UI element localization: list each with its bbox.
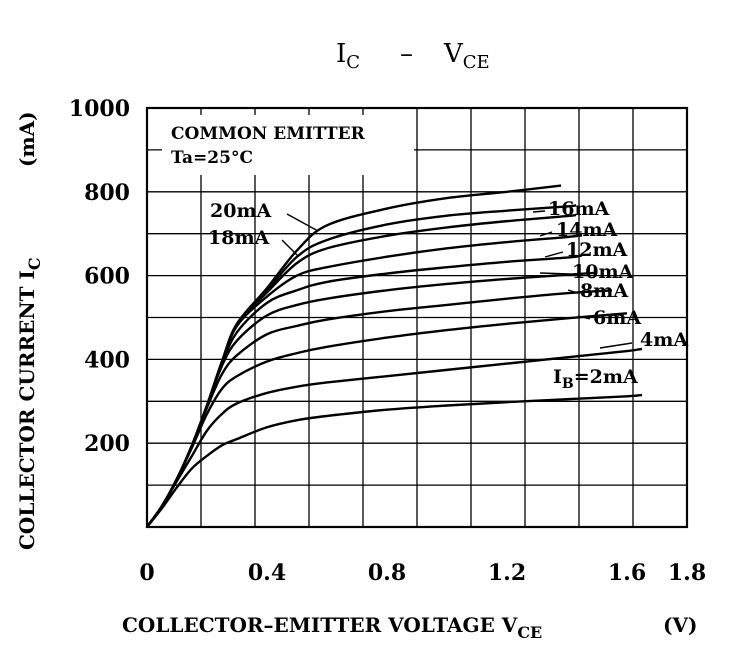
y-axis-label-text: COLLECTOR CURRENT I <box>15 270 39 550</box>
x-tick-label: 1.6 <box>608 560 646 586</box>
x-tick-label: 1.2 <box>488 560 526 586</box>
leader-4mA <box>599 342 633 349</box>
series-line-4mA <box>146 347 643 528</box>
title-v-sub: CE <box>463 52 490 73</box>
series-label-10mA: 10mA <box>572 261 634 283</box>
x-tick-label: 0 <box>139 560 154 586</box>
y-axis-unit: (mA) <box>15 111 39 167</box>
series-label-18mA: 18mA <box>208 227 270 249</box>
leader-12mA <box>544 251 564 258</box>
leader-8mA <box>567 289 579 294</box>
annotation-box <box>162 115 414 175</box>
x-tick-label: 0.4 <box>248 560 286 586</box>
svg-text:COLLECTOR–EMITTER VOLTAGE VCE: COLLECTOR–EMITTER VOLTAGE VCE <box>122 613 542 642</box>
curves <box>146 184 643 528</box>
svg-text:VCE: VCE <box>443 39 490 73</box>
leader-20mA <box>286 213 319 232</box>
leader-18mA <box>281 239 299 257</box>
x-ticks: 0 0.4 0.8 1.2 1.6 1.8 <box>139 560 706 586</box>
chart-title: IC – VCE <box>336 39 490 73</box>
y-tick-label: 1000 <box>69 96 130 122</box>
x-axis-label: COLLECTOR–EMITTER VOLTAGE VCE (V) <box>122 613 697 642</box>
series-line-6mA <box>146 312 628 528</box>
svg-text:COLLECTOR CURRENT IC: COLLECTOR CURRENT IC <box>15 257 44 550</box>
grid <box>147 108 687 527</box>
plot-frame <box>145 106 689 529</box>
title-i: I <box>336 39 346 69</box>
label-leaders <box>281 210 633 349</box>
x-axis-label-text: COLLECTOR–EMITTER VOLTAGE V <box>122 613 518 637</box>
series-line-18mA <box>146 204 577 528</box>
series-line-8mA <box>146 289 613 528</box>
y-tick-label: 800 <box>84 180 130 206</box>
y-ticks: 200 400 600 800 1000 <box>69 96 130 457</box>
series-line-20mA <box>146 184 562 528</box>
annotation-line-2: Ta=25°C <box>171 148 253 168</box>
annotation-line-1: COMMON EMITTER <box>171 124 366 144</box>
x-axis-unit: (V) <box>663 613 697 637</box>
series-label-2mA: IB=2mA <box>553 366 638 392</box>
leader-14mA <box>539 231 553 237</box>
series-label-8mA: 8mA <box>580 280 628 302</box>
series-label-12mA: 12mA <box>566 239 628 261</box>
x-axis-label-sub: CE <box>517 623 542 642</box>
title-i-sub: C <box>346 52 360 73</box>
series-line-2mA <box>146 393 643 528</box>
y-tick-label: 600 <box>84 264 130 290</box>
series-label-14mA: 14mA <box>556 219 618 241</box>
y-axis-label: COLLECTOR CURRENT IC (mA) <box>15 111 44 550</box>
series-label-6mA: 6mA <box>593 307 641 329</box>
series-label-20mA: 20mA <box>210 200 272 222</box>
y-axis-label-sub: C <box>25 257 44 270</box>
y-tick-label: 400 <box>84 347 130 373</box>
y-tick-label: 200 <box>84 431 130 457</box>
series-label-4mA: 4mA <box>640 329 688 351</box>
x-tick-label: 1.8 <box>668 560 706 586</box>
leader-16mA <box>532 210 546 213</box>
title-v: V <box>443 39 464 69</box>
series-label-16mA: 16mA <box>548 198 610 220</box>
leader-6mA <box>577 315 591 320</box>
svg-text:IC: IC <box>336 39 360 73</box>
leader-10mA <box>539 272 571 275</box>
title-separator: – <box>400 39 413 69</box>
x-tick-label: 0.8 <box>368 560 406 586</box>
